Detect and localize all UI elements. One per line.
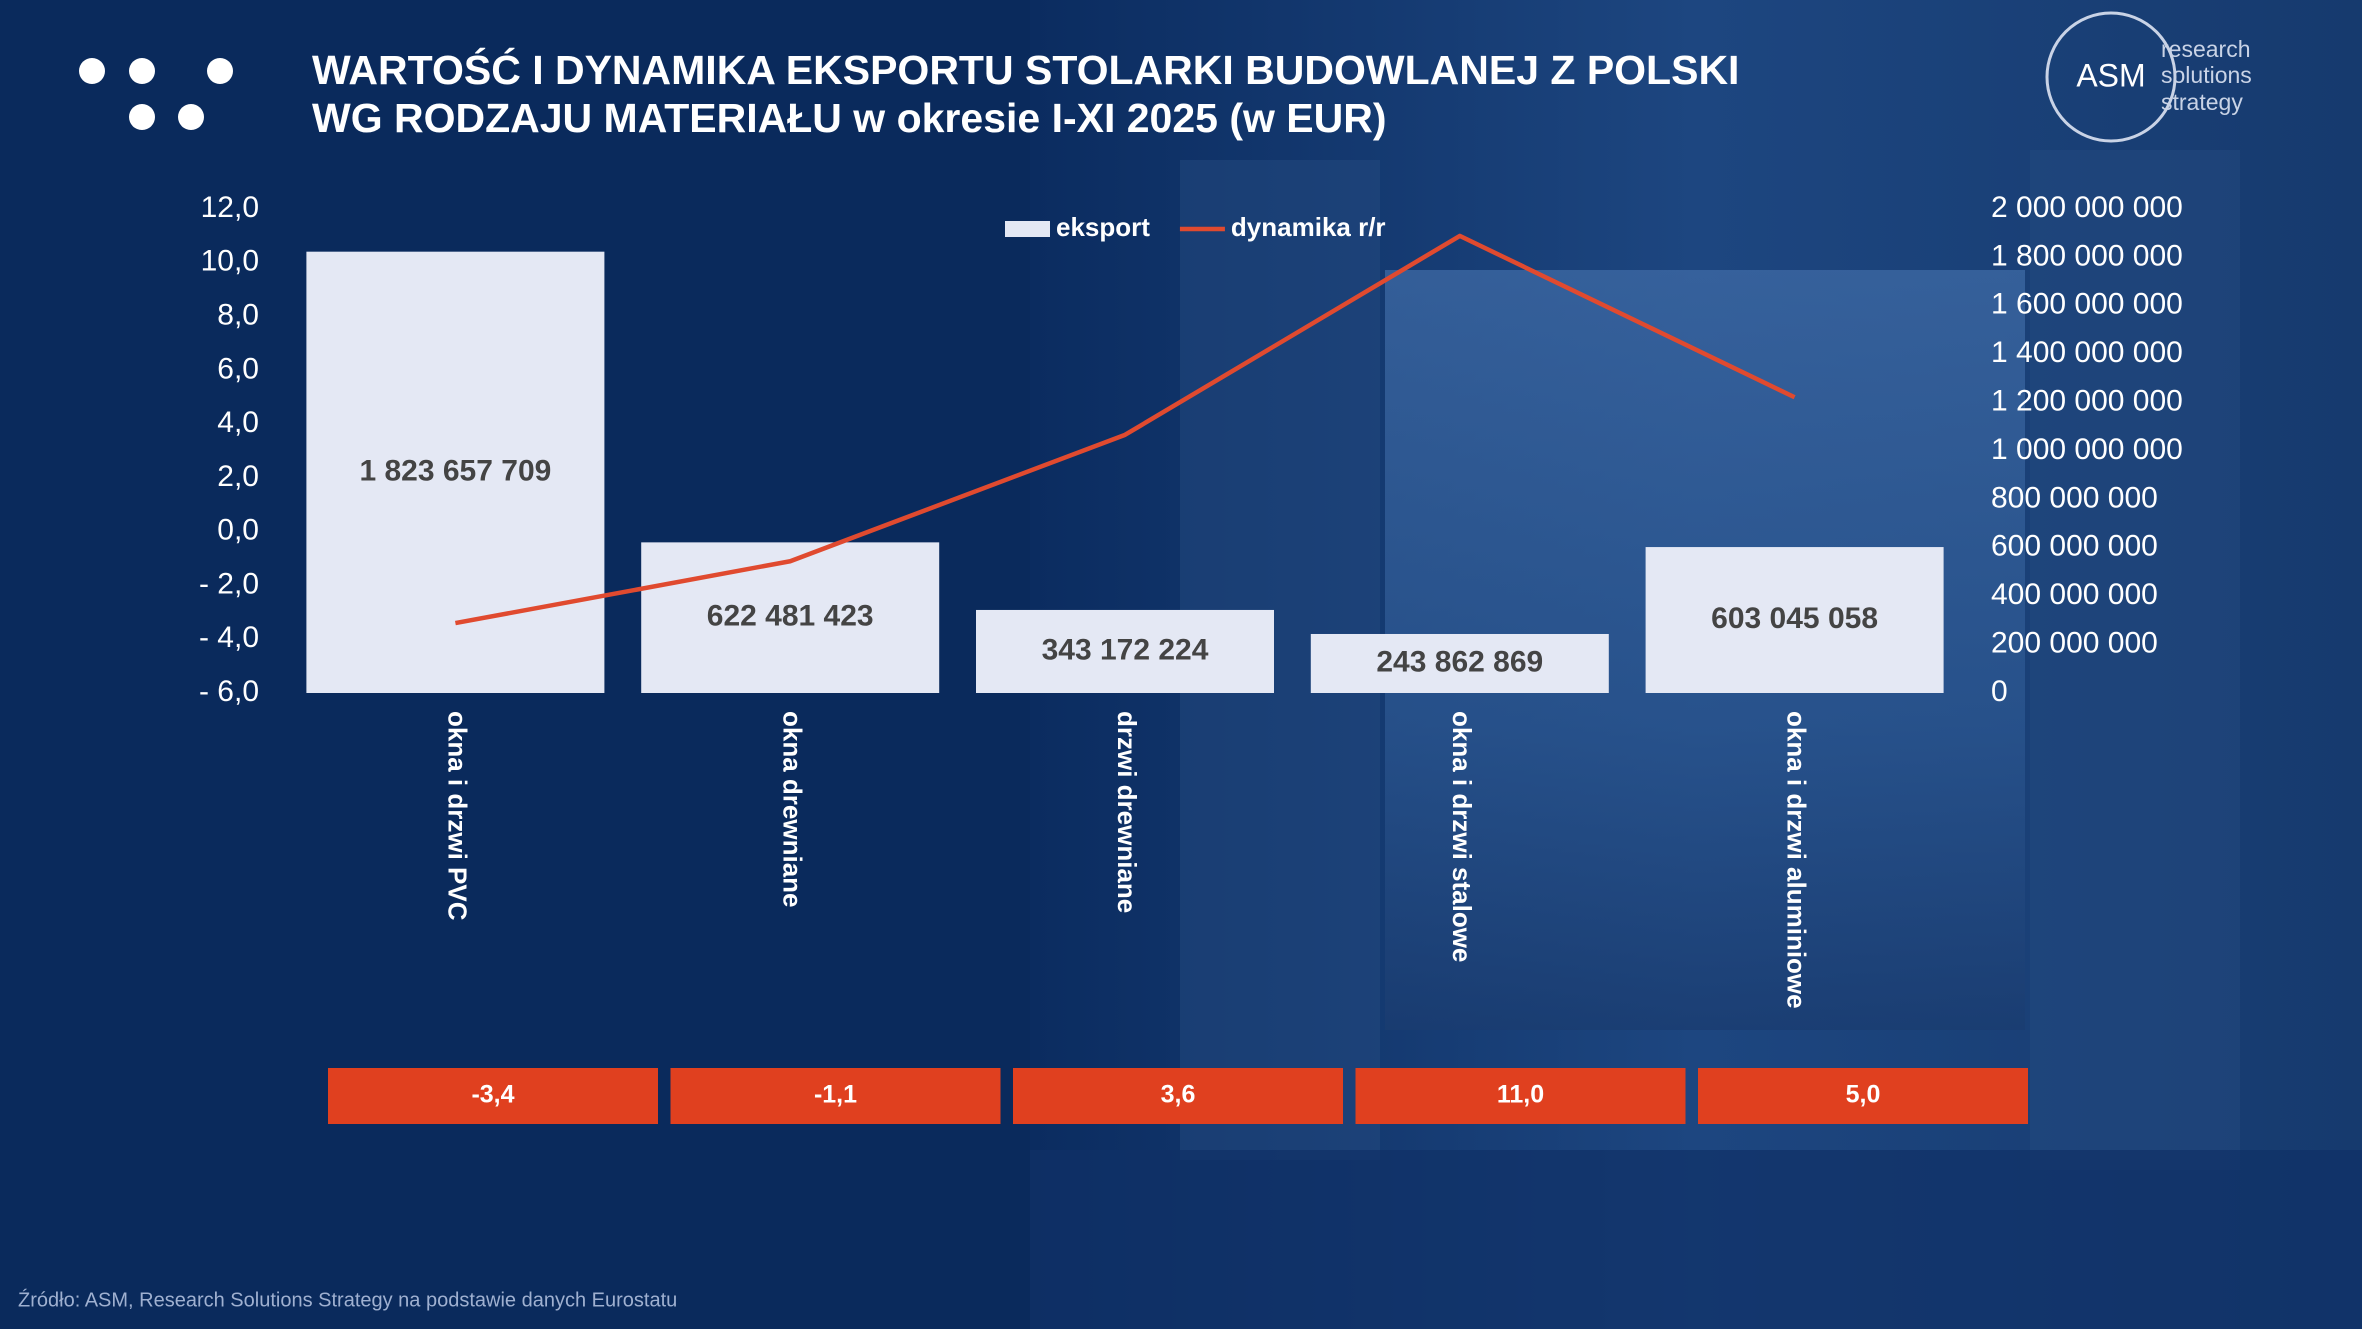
bar: [1310, 633, 1609, 693]
change-label: -3,4: [471, 1081, 514, 1109]
door-right: [2030, 150, 2240, 1170]
y-tick-label: - 2,0: [199, 567, 259, 600]
change-box: [1013, 1068, 1343, 1124]
logo-tagline: solutions: [2161, 62, 2252, 88]
y-tick-label: 10,0: [201, 245, 259, 278]
y2-tick-label: 400 000 000: [1991, 578, 2158, 611]
y2-tick-label: 1 800 000 000: [1991, 239, 2183, 272]
source: Źródło: ASM, Research Solutions Strategy…: [18, 1288, 677, 1311]
y-tick-label: 6,0: [217, 352, 259, 385]
y-tick-label: 12,0: [201, 191, 259, 224]
dots: [79, 58, 233, 130]
x-tick-label: okna i drzwi PVC: [443, 711, 473, 921]
change-box: [328, 1068, 658, 1124]
bar: [1645, 547, 1944, 693]
logo-text: ASM: [2076, 57, 2145, 93]
bar: [641, 542, 940, 693]
y2-tick-label: 2 000 000 000: [1991, 191, 2183, 224]
x-tick-label: okna i drzwi stalowe: [1447, 711, 1477, 962]
legend-label: dynamika r/r: [1231, 212, 1386, 242]
y-tick-label: 0,0: [217, 514, 259, 547]
change-label: 11,0: [1497, 1081, 1544, 1109]
legend-swatch: [1005, 221, 1050, 237]
bar: [976, 609, 1274, 693]
legend-label: eksport: [1056, 212, 1150, 242]
change-label: 3,6: [1161, 1081, 1196, 1109]
y2-tick-label: 1 200 000 000: [1991, 385, 2183, 418]
change-label: 5,0: [1846, 1081, 1881, 1109]
bar: [306, 251, 605, 693]
change-label: -1,1: [814, 1081, 857, 1109]
logo-circle: [2045, 11, 2177, 143]
y2-tick-label: 1 000 000 000: [1991, 433, 2183, 466]
x-tick-label: drzwi drewniane: [1112, 711, 1142, 913]
logo-tagline: strategy: [2161, 89, 2243, 115]
floor: [1030, 1150, 2362, 1329]
bar-value-label: 343 172 224: [1042, 633, 1209, 666]
logo-tagline: research: [2161, 36, 2250, 62]
bar-value-label: 243 862 869: [1376, 645, 1543, 678]
y2-tick-label: 1 600 000 000: [1991, 288, 2183, 321]
change-box: [1355, 1068, 1686, 1124]
y2-tick-label: 0: [1991, 675, 2008, 708]
y-tick-label: 4,0: [217, 406, 259, 439]
change-box: [670, 1068, 1001, 1124]
y-tick-label: 2,0: [217, 460, 259, 493]
y2-tick-label: 800 000 000: [1991, 481, 2158, 514]
y-tick-label: - 6,0: [199, 675, 259, 708]
bar-value-label: 603 045 058: [1711, 602, 1878, 635]
x-tick-label: okna i drzwi aluminiowe: [1782, 711, 1812, 1009]
y2-tick-label: 1 400 000 000: [1991, 336, 2183, 369]
y2-tick-label: 200 000 000: [1991, 627, 2158, 660]
x-tick-label: okna drewniane: [777, 711, 807, 908]
change-box: [1698, 1068, 2028, 1124]
y-tick-label: - 4,0: [199, 621, 259, 654]
title-line: WARTOŚĆ I DYNAMIKA EKSPORTU STOLARKI BUD…: [312, 47, 1739, 93]
y2-tick-label: 600 000 000: [1991, 530, 2158, 563]
bar-value-label: 1 823 657 709: [359, 454, 551, 487]
y-tick-label: 8,0: [217, 298, 259, 331]
bar-value-label: 622 481 423: [707, 600, 874, 633]
title-line: WG RODZAJU MATERIAŁU w okresie I-XI 2025…: [312, 95, 1387, 141]
line: [454, 233, 1796, 626]
